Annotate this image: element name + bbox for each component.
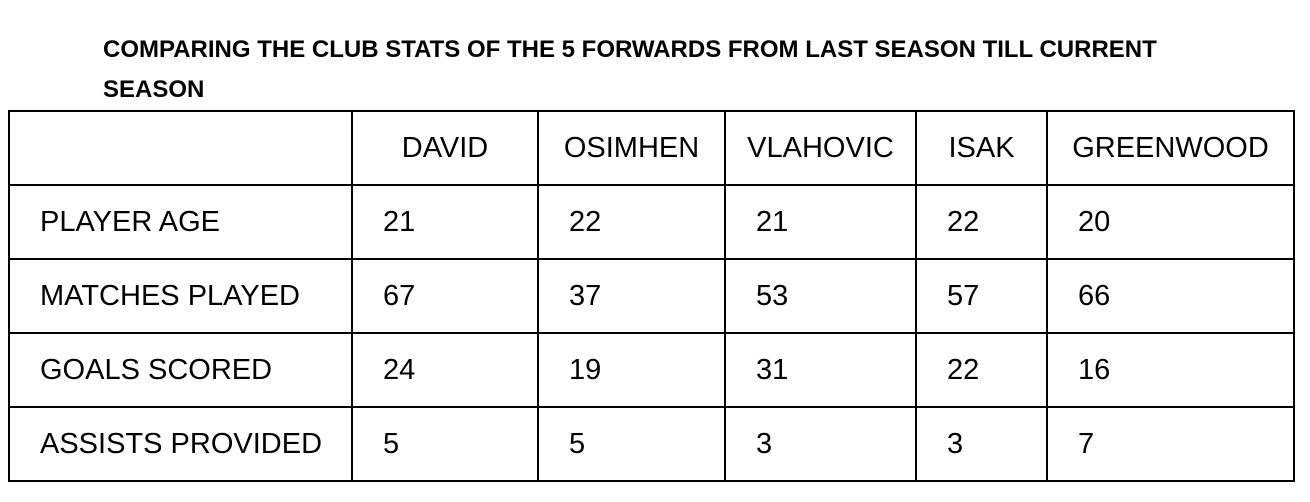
table-row: PLAYER AGE 21 22 21 22 20 [8, 184, 1295, 260]
cell: 22 [915, 332, 1048, 408]
column-header: GREENWOOD [1046, 110, 1295, 186]
corner-cell [8, 110, 353, 186]
stats-table: DAVID OSIMHEN VLAHOVIC ISAK GREENWOOD PLAYER… [8, 110, 1295, 482]
cell: 5 [537, 406, 726, 482]
cell: 24 [351, 332, 539, 408]
table-header: DAVID OSIMHEN VLAHOVIC ISAK GREENWOOD [8, 110, 1295, 186]
cell: 67 [351, 258, 539, 334]
table-row: GOALS SCORED 24 19 31 22 16 [8, 332, 1295, 408]
cell: 5 [351, 406, 539, 482]
cell: 66 [1046, 258, 1295, 334]
row-label: GOALS SCORED [8, 332, 353, 408]
cell: 16 [1046, 332, 1295, 408]
cell: 19 [537, 332, 726, 408]
column-header: DAVID [351, 110, 539, 186]
cell: 21 [351, 184, 539, 260]
row-label: ASSISTS PROVIDED [8, 406, 353, 482]
cell: 53 [724, 258, 917, 334]
header-row: DAVID OSIMHEN VLAHOVIC ISAK GREENWOOD [8, 110, 1295, 186]
cell: 20 [1046, 184, 1295, 260]
table-row: ASSISTS PROVIDED 5 5 3 3 7 [8, 406, 1295, 482]
cell: 3 [724, 406, 917, 482]
table-row: MATCHES PLAYED 67 37 53 57 66 [8, 258, 1295, 334]
column-header: OSIMHEN [537, 110, 726, 186]
cell: 22 [537, 184, 726, 260]
column-header: ISAK [915, 110, 1048, 186]
cell: 57 [915, 258, 1048, 334]
row-label: MATCHES PLAYED [8, 258, 353, 334]
cell: 21 [724, 184, 917, 260]
cell: 7 [1046, 406, 1295, 482]
cell: 22 [915, 184, 1048, 260]
table-body: PLAYER AGE 21 22 21 22 20 MATCHES PLAYED 67 37 53… [8, 184, 1295, 482]
cell: 37 [537, 258, 726, 334]
cell: 31 [724, 332, 917, 408]
column-header: VLAHOVIC [724, 110, 917, 186]
cell: 3 [915, 406, 1048, 482]
title: COMPARING THE CLUB STATS OF THE 5 FORWAR… [103, 36, 1157, 103]
row-label: PLAYER AGE [8, 184, 353, 260]
